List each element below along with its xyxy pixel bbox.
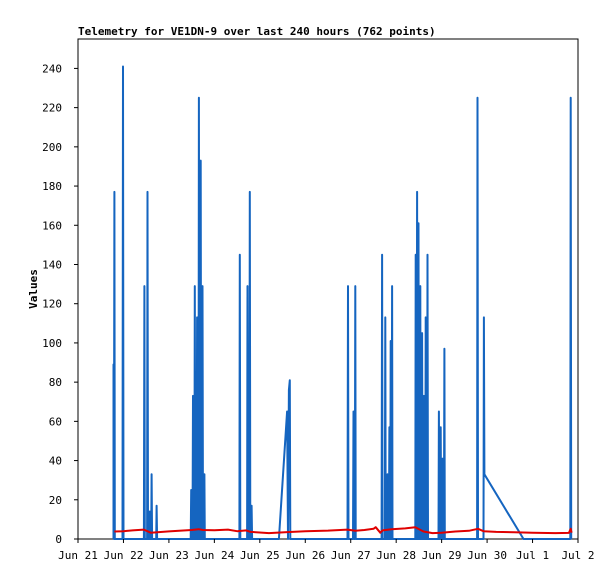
y-tick-label: 200 [42, 141, 62, 154]
series-layer [112, 65, 573, 540]
x-axis-ticks: Jun 21 Jun 22 Jun 23 Jun 24 Jun 25 Jun 26 Jun … [58, 539, 595, 562]
y-tick-label: 60 [49, 415, 62, 428]
x-tick-label: Jul 2 [561, 549, 594, 562]
x-tick-label: Jul 1 [516, 549, 549, 562]
y-tick-label: 140 [42, 258, 62, 271]
y-tick-label: 160 [42, 219, 62, 232]
x-tick-label: Jun 25 [240, 549, 280, 562]
plot-frame [77, 38, 579, 540]
y-tick-label: 40 [49, 455, 62, 468]
y-tick-label: 220 [42, 102, 62, 115]
y-tick-label: 80 [49, 376, 62, 389]
x-tick-label: Jun 30 [467, 549, 507, 562]
x-tick-label: Jun 24 [194, 549, 234, 562]
series-line-2 [114, 526, 573, 535]
x-tick-label: Jun 23 [149, 549, 189, 562]
series-line-1 [112, 65, 573, 540]
y-tick-label: 180 [42, 180, 62, 193]
y-tick-label: 20 [49, 494, 62, 507]
x-tick-label: Jun 21 [58, 549, 98, 562]
y-axis-label: Values [27, 269, 40, 309]
y-tick-label: 100 [42, 337, 62, 350]
x-tick-label: Jun 28 [376, 549, 416, 562]
x-tick-label: Jun 27 [331, 549, 371, 562]
x-tick-label: Jun 26 [285, 549, 325, 562]
y-tick-label: 120 [42, 298, 62, 311]
x-tick-label: Jun 29 [422, 549, 462, 562]
x-tick-label: Jun 22 [104, 549, 144, 562]
y-tick-label: 240 [42, 62, 62, 75]
chart-title: Telemetry for VE1DN-9 over last 240 hour… [78, 25, 436, 38]
y-axis-ticks: 0 20 40 60 80 100 120 140 160 180 200 220 240 [42, 62, 78, 546]
y-tick-label: 0 [55, 533, 62, 546]
